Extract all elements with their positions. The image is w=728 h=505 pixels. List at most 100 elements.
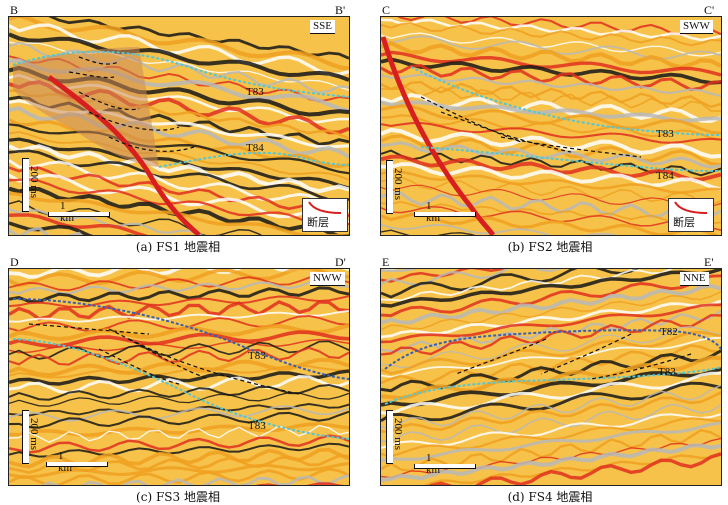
reflector-band — [381, 309, 721, 353]
reflector-band — [17, 17, 349, 60]
reflector-band — [9, 338, 349, 354]
reflector-band — [381, 176, 721, 206]
direction-label: SWW — [680, 20, 713, 34]
reflector-band — [9, 269, 349, 288]
reflector-band — [381, 421, 721, 463]
reflector-band — [9, 424, 349, 443]
fault-legend-icon — [674, 201, 708, 214]
reflector-band — [381, 149, 721, 177]
reflector-band — [381, 313, 721, 356]
reflector-band — [381, 184, 721, 210]
reflector-band — [381, 269, 506, 283]
reflector-band — [381, 170, 721, 195]
reflector-band — [381, 121, 721, 144]
direction-label: NNE — [680, 272, 709, 286]
horizon-t83 — [384, 366, 721, 405]
reflector-band — [9, 144, 349, 194]
reflector-band — [9, 410, 349, 429]
reflector-band — [381, 371, 721, 416]
caption: (d) FS4 地震相 — [507, 490, 593, 504]
direction-label: SSE — [310, 20, 335, 34]
reflector-band — [381, 274, 721, 318]
reflector-band — [9, 461, 349, 479]
reflector-band — [9, 178, 349, 228]
reflector-band — [381, 413, 721, 450]
reflector-band — [9, 41, 349, 95]
reflector-band — [381, 73, 721, 98]
reflector-band — [381, 50, 721, 77]
reflector-band — [381, 127, 721, 159]
time-scale-label: 200 ms — [392, 168, 404, 201]
fault-legend-label: 断层 — [673, 216, 695, 229]
section-start-label: D — [10, 255, 19, 269]
fault-line — [381, 36, 496, 235]
section-start-label: B — [10, 3, 19, 17]
reflector-band — [9, 442, 349, 458]
seismic-section-c — [8, 268, 350, 486]
reflector-band — [381, 63, 721, 92]
horizon-t84 — [158, 151, 349, 168]
horizon-t83-lower — [12, 338, 349, 440]
caption: (c) FS3 地震相 — [136, 490, 220, 504]
reflector-band — [381, 367, 721, 407]
reflector-band — [381, 403, 721, 443]
fault-legend-label: 断层 — [307, 216, 329, 229]
reflector-band — [381, 162, 721, 192]
section-start-label: E — [382, 255, 390, 269]
horizon-label: T84 — [656, 170, 674, 182]
reflector-band — [381, 269, 639, 299]
reflector-band — [397, 17, 721, 36]
reflector-band — [9, 323, 349, 342]
reflector-band — [381, 336, 721, 378]
reflector-band — [9, 213, 191, 235]
reflector-band — [381, 269, 562, 286]
reflector-band — [381, 381, 721, 423]
downlap-arrows — [455, 333, 692, 380]
reflector-band — [381, 330, 721, 375]
reflector-band — [9, 159, 349, 213]
reflector-band — [9, 434, 349, 454]
reflector-band — [9, 405, 349, 422]
reflector-band — [381, 80, 721, 109]
caption: (b) FS2 地震相 — [507, 240, 593, 254]
reflector-band — [428, 452, 721, 485]
reflector-band — [381, 32, 721, 57]
horizon-label: T83 — [248, 420, 266, 432]
time-scale-label: 200 ms — [28, 166, 40, 199]
reflector-band — [9, 295, 349, 309]
reflector-band — [9, 221, 139, 235]
section-end-label: E' — [704, 255, 714, 269]
progradation-arrows — [68, 56, 195, 152]
reflector-band — [9, 346, 349, 366]
reflector-band — [381, 443, 721, 483]
time-scale-label: 200 ms — [28, 418, 40, 451]
reflector-band — [381, 283, 721, 325]
horizon-t82 — [384, 329, 721, 370]
reflector-band — [9, 422, 349, 438]
seismic-image-a — [9, 17, 349, 235]
seismic-image-d — [381, 269, 721, 485]
horizon-label: T83 — [658, 366, 676, 378]
reflector-band — [381, 303, 721, 344]
reflector-band — [9, 23, 349, 76]
reflector-band — [9, 123, 349, 175]
horizon-t83 — [12, 50, 349, 98]
reflector-band — [9, 364, 349, 379]
fault-legend: 断层 — [302, 198, 348, 232]
reflector-band — [381, 269, 721, 308]
progradation-arrows — [28, 323, 300, 395]
horizon-label: T84 — [246, 142, 264, 154]
progradation-arrows — [420, 96, 642, 158]
reflector-band — [9, 131, 349, 181]
horizon-t83 — [410, 66, 721, 136]
section-end-label: D' — [335, 255, 346, 269]
reflector-band — [381, 40, 721, 70]
reflector-band — [381, 201, 721, 225]
horizon-label: T82 — [660, 326, 678, 338]
reflector-band — [9, 32, 349, 82]
reflector-band — [381, 114, 721, 142]
reflector-band — [381, 212, 720, 235]
seismic-section-d — [380, 268, 722, 486]
fault-line — [47, 75, 201, 235]
reflector-band — [9, 118, 349, 168]
